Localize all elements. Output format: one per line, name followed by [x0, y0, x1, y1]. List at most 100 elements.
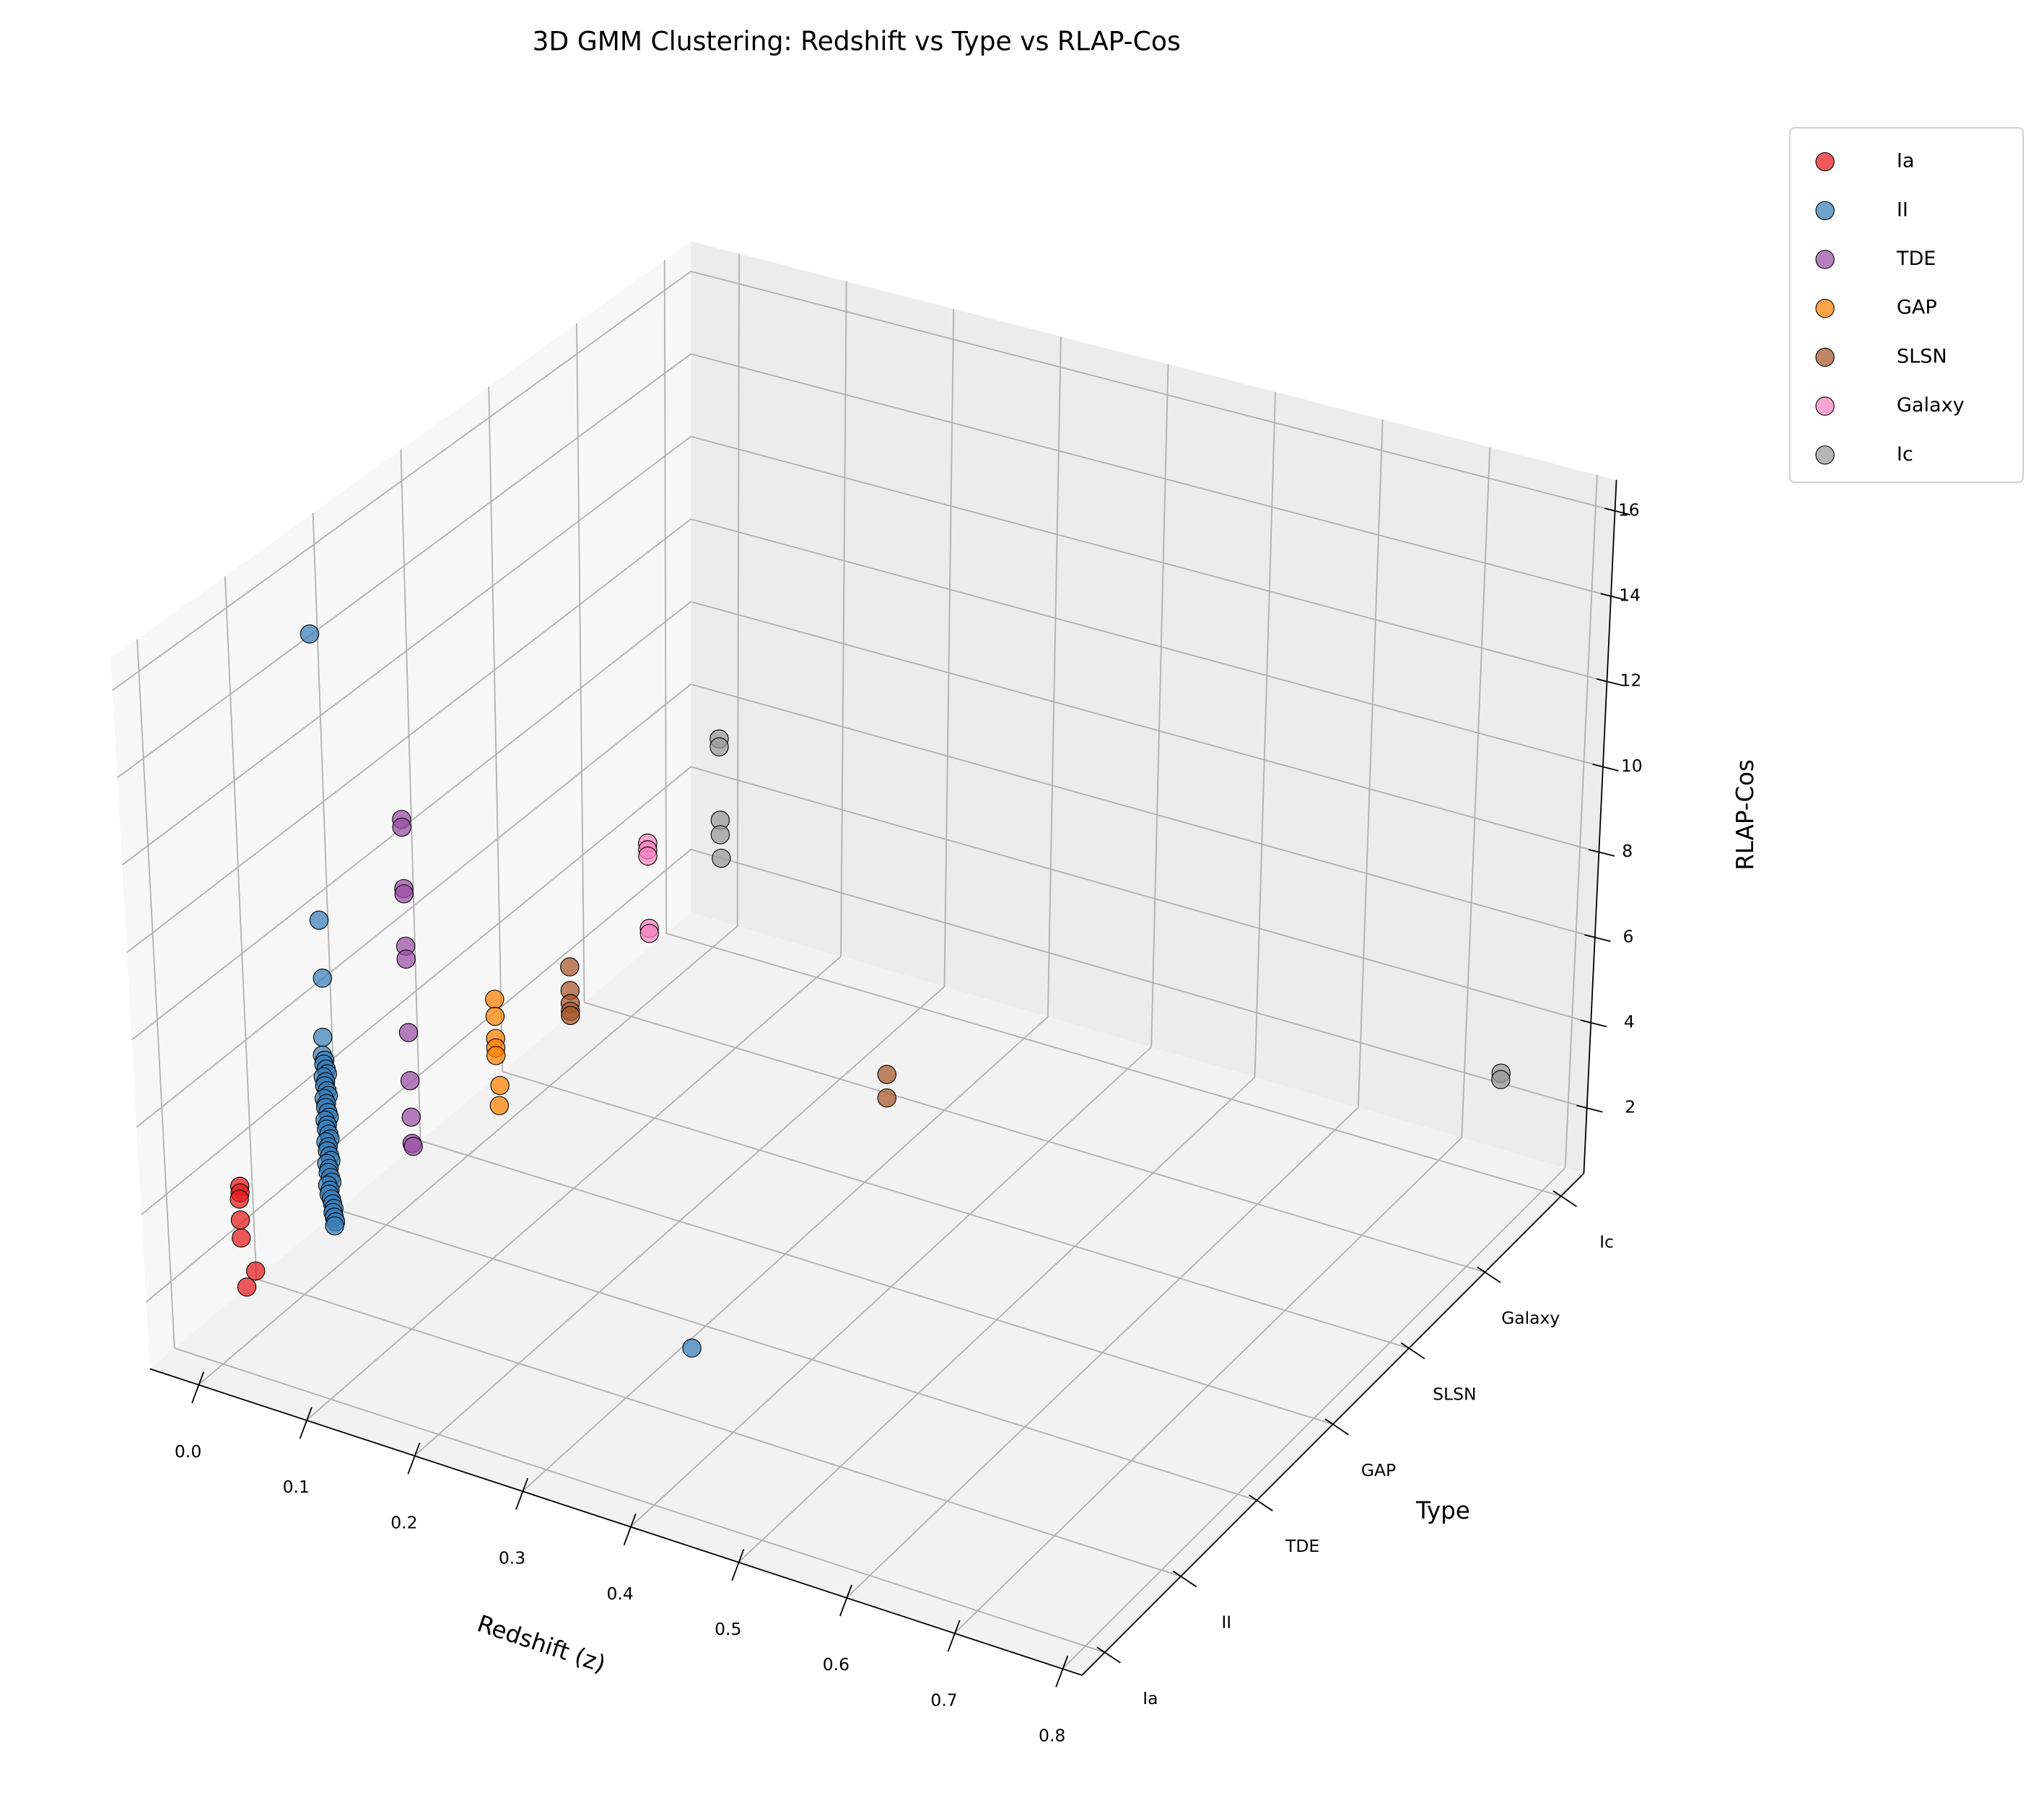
grid-line: [488, 386, 503, 1072]
legend-marker: [1815, 201, 1835, 220]
x-axis-label: Redshift (z): [474, 1610, 609, 1678]
point: [1491, 1070, 1511, 1089]
legend-marker: [1815, 299, 1835, 318]
point: [232, 1228, 251, 1248]
legend-marker: [1815, 445, 1835, 465]
grid-line: [943, 309, 955, 987]
x-tick-label: 0.5: [715, 1619, 741, 1639]
point: [490, 1075, 510, 1096]
grid-line: [224, 576, 258, 1280]
x-tick: [731, 1549, 745, 1581]
z-tick: [1596, 678, 1623, 686]
point: [394, 884, 414, 904]
grid-line: [690, 848, 1587, 1109]
y-tick-label: Ia: [1143, 1688, 1158, 1708]
legend-label: Ic: [1897, 443, 1913, 466]
grid-line: [691, 601, 1599, 853]
z-tick-label: 2: [1625, 1097, 1635, 1117]
z-tick: [1604, 507, 1631, 516]
grid-line: [1150, 364, 1169, 1047]
grid-line: [131, 601, 691, 1041]
point: [877, 1088, 896, 1108]
z-tick-label: 14: [1619, 585, 1641, 606]
point: [325, 1216, 344, 1236]
x-tick: [947, 1620, 961, 1652]
grid-line: [1047, 336, 1062, 1017]
grid-line: [338, 1209, 1257, 1501]
grid-line: [126, 518, 691, 953]
grid-line: [117, 353, 691, 779]
point: [638, 846, 658, 866]
z-tick: [1600, 593, 1627, 601]
point: [237, 1277, 257, 1297]
grid-line: [121, 436, 691, 866]
point: [230, 1189, 249, 1209]
x-tick-label: 0.6: [823, 1654, 850, 1675]
grid: [112, 253, 1615, 1669]
y-tick-label: Galaxy: [1501, 1308, 1560, 1328]
legend-marker: [1815, 347, 1835, 367]
point: [396, 949, 416, 969]
left-pane: [110, 241, 691, 1369]
points: [230, 624, 1511, 1358]
grid-line: [691, 353, 1612, 597]
grid-line: [1564, 474, 1598, 1169]
grid-line: [690, 766, 1591, 1023]
z-tick: [1588, 849, 1615, 857]
grid-line: [174, 1347, 1105, 1654]
y-axis-line: [1081, 1172, 1585, 1676]
chart-title: 3D GMM Clustering: Redshift vs Type vs R…: [532, 26, 1180, 57]
legend-label: II: [1897, 198, 1908, 221]
legend-box: [1788, 127, 2025, 484]
x-tick-label: 0.2: [390, 1512, 417, 1532]
grid-line: [502, 1070, 1410, 1349]
back-pane: [691, 241, 1617, 1174]
legend-label: Galaxy: [1897, 394, 1965, 416]
x-tick: [839, 1584, 852, 1617]
grid-line: [691, 435, 1607, 683]
x-tick-label: 0.3: [499, 1548, 525, 1568]
legend-label: SLSN: [1897, 345, 1947, 367]
point: [639, 924, 659, 943]
y-tick-label: GAP: [1361, 1460, 1396, 1480]
point: [712, 848, 731, 868]
legend: Ia II TDE GAP SLSN Galaxy Ic: [1815, 150, 1965, 466]
legend-label: Ia: [1897, 150, 1915, 173]
x-tick: [407, 1442, 421, 1475]
z-tick-label: 4: [1624, 1011, 1635, 1031]
point: [392, 817, 411, 837]
legend-marker: [1815, 396, 1835, 416]
point: [877, 1065, 896, 1084]
x-tick-label: 0.0: [175, 1441, 201, 1462]
x-tick: [191, 1371, 205, 1404]
point: [710, 825, 730, 844]
point: [560, 957, 580, 977]
grid-line: [576, 323, 585, 1003]
y-tick: [1096, 1646, 1121, 1664]
point: [401, 1107, 421, 1127]
point: [230, 1210, 250, 1230]
z-tick-label: 10: [1621, 756, 1643, 776]
legend-marker: [1815, 152, 1835, 172]
y-tick-label: TDE: [1285, 1536, 1319, 1556]
y-tick: [1400, 1342, 1425, 1360]
grid-line: [420, 1140, 1334, 1426]
point: [313, 969, 332, 988]
point: [486, 1046, 506, 1065]
y-tick-label: Ic: [1599, 1232, 1614, 1252]
point: [309, 910, 329, 930]
grid-line: [840, 281, 847, 957]
point: [300, 624, 320, 644]
z-tick-label: 8: [1622, 841, 1633, 861]
x-tick-label: 0.8: [1039, 1725, 1065, 1745]
grid-line: [665, 933, 1562, 1197]
grid-line: [691, 518, 1604, 768]
z-tick: [1576, 1104, 1603, 1113]
legend-marker: [1815, 250, 1835, 269]
x-tick: [623, 1513, 637, 1545]
x-tick: [299, 1407, 313, 1439]
x-tick-label: 0.1: [283, 1477, 310, 1497]
z-axis-line: [1583, 479, 1617, 1174]
grid-line: [112, 271, 691, 691]
